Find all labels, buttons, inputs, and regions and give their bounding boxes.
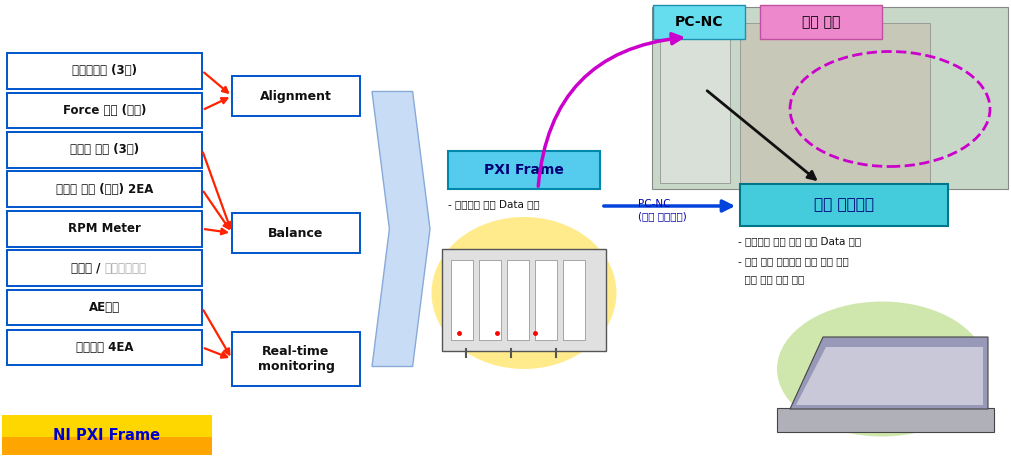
Ellipse shape xyxy=(776,301,986,437)
FancyBboxPatch shape xyxy=(7,330,202,365)
FancyBboxPatch shape xyxy=(451,260,472,340)
FancyBboxPatch shape xyxy=(448,151,600,189)
FancyBboxPatch shape xyxy=(652,5,744,39)
FancyBboxPatch shape xyxy=(478,260,500,340)
FancyBboxPatch shape xyxy=(442,249,606,351)
Text: 다이얼게이지: 다이얼게이지 xyxy=(104,262,147,275)
Text: Real-time
monitoring: Real-time monitoring xyxy=(258,345,334,373)
Text: - 공구 위치 정보와의 교차 분석 통한: - 공구 위치 정보와의 교차 분석 통한 xyxy=(737,256,848,266)
FancyBboxPatch shape xyxy=(507,260,529,340)
Text: 다중 센서: 다중 센서 xyxy=(801,15,839,29)
FancyBboxPatch shape xyxy=(7,171,202,207)
Text: - 동기화된 신호 Data 취득: - 동기화된 신호 Data 취득 xyxy=(448,199,539,209)
Text: Balance: Balance xyxy=(268,226,324,240)
FancyBboxPatch shape xyxy=(739,23,929,183)
Text: PC-NC: PC-NC xyxy=(674,15,723,29)
Polygon shape xyxy=(790,337,987,409)
FancyBboxPatch shape xyxy=(7,93,202,128)
Text: 가속도 센서 (3축): 가속도 센서 (3축) xyxy=(70,143,139,156)
FancyBboxPatch shape xyxy=(759,5,882,39)
Text: Alignment: Alignment xyxy=(260,89,332,102)
Text: Force 센서 (단축): Force 센서 (단축) xyxy=(63,104,146,117)
Polygon shape xyxy=(796,347,982,405)
FancyBboxPatch shape xyxy=(562,260,584,340)
Text: RPM Meter: RPM Meter xyxy=(68,222,141,235)
FancyBboxPatch shape xyxy=(7,132,202,167)
Polygon shape xyxy=(372,91,430,366)
FancyBboxPatch shape xyxy=(7,211,202,247)
FancyBboxPatch shape xyxy=(776,408,993,432)
Text: PXI Frame: PXI Frame xyxy=(483,163,563,177)
Ellipse shape xyxy=(431,217,616,369)
Text: 공구동력계 (3축): 공구동력계 (3축) xyxy=(72,64,136,77)
FancyArrowPatch shape xyxy=(707,91,815,179)
FancyBboxPatch shape xyxy=(651,7,1007,189)
FancyBboxPatch shape xyxy=(659,18,729,183)
Text: 온도센서 4EA: 온도센서 4EA xyxy=(76,341,133,354)
FancyBboxPatch shape xyxy=(535,260,556,340)
FancyBboxPatch shape xyxy=(232,332,360,386)
Text: 분석 프로그램: 분석 프로그램 xyxy=(813,197,874,213)
FancyBboxPatch shape xyxy=(232,213,360,253)
FancyBboxPatch shape xyxy=(7,290,202,325)
Text: - 동기화된 다중 센서 신호 Data 분석: - 동기화된 다중 센서 신호 Data 분석 xyxy=(737,236,860,246)
FancyBboxPatch shape xyxy=(2,437,211,455)
Text: 가속도 센서 (단축) 2EA: 가속도 센서 (단축) 2EA xyxy=(56,183,153,196)
Text: NI PXI Frame: NI PXI Frame xyxy=(54,427,161,443)
FancyBboxPatch shape xyxy=(232,76,360,116)
FancyBboxPatch shape xyxy=(2,415,211,437)
FancyBboxPatch shape xyxy=(739,184,947,226)
FancyBboxPatch shape xyxy=(7,250,202,286)
Text: 문제 발생 위치 추적: 문제 발생 위치 추적 xyxy=(737,274,804,284)
Text: AE센서: AE센서 xyxy=(89,301,120,314)
FancyBboxPatch shape xyxy=(7,53,202,89)
Text: 갭센서 /: 갭센서 / xyxy=(71,262,104,275)
FancyArrowPatch shape xyxy=(538,34,680,186)
Text: PC-NC
(실제 공구위치): PC-NC (실제 공구위치) xyxy=(637,199,686,221)
